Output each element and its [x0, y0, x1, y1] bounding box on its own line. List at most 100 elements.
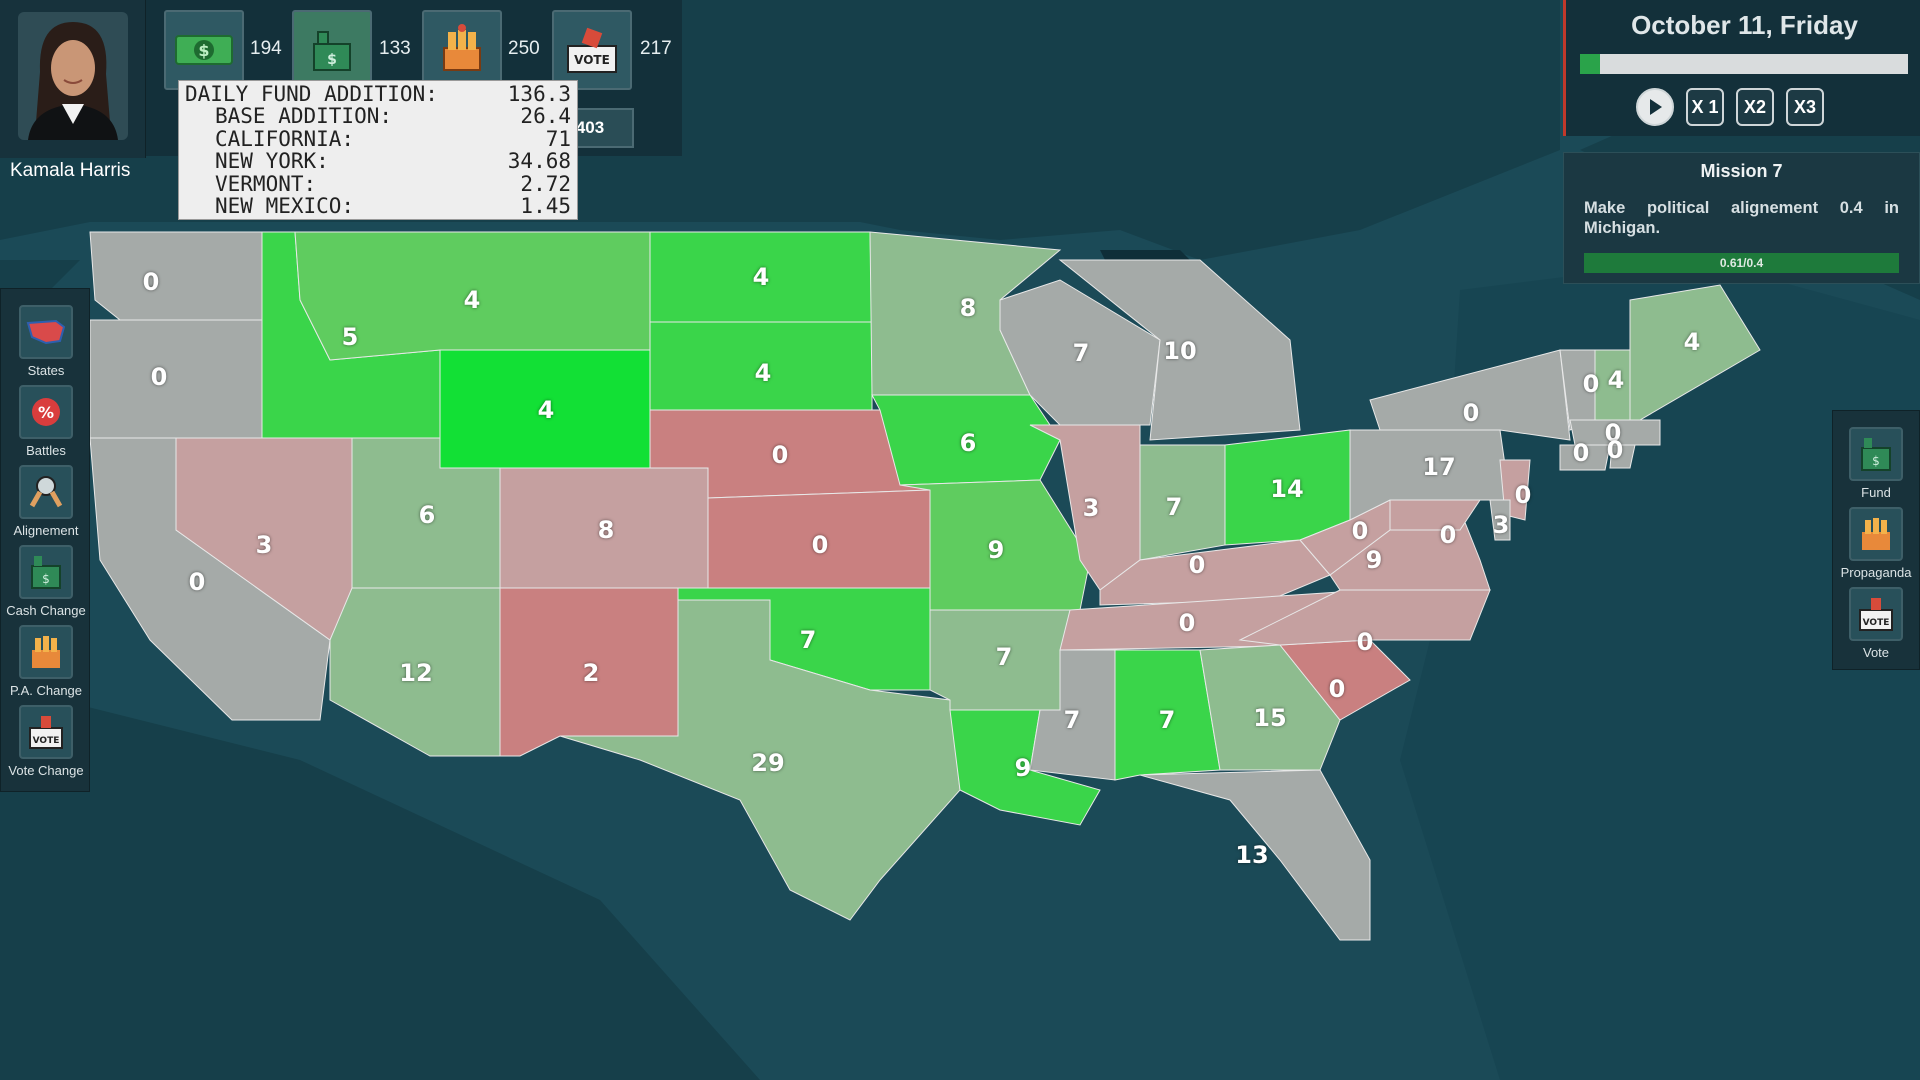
- state-label-AR[interactable]: 7: [995, 643, 1013, 671]
- candidate-name: Kamala Harris: [10, 160, 131, 181]
- state-label-NV[interactable]: 3: [255, 531, 273, 559]
- vote-box-icon: VOTE: [567, 27, 617, 73]
- state-label-AL[interactable]: 7: [1158, 706, 1176, 734]
- state-label-CA[interactable]: 0: [188, 568, 206, 596]
- mission-panel: Mission 7 Make political alignement 0.4 …: [1563, 152, 1920, 284]
- tooltip-value: 1.45: [520, 194, 571, 219]
- state-label-RI[interactable]: 0: [1606, 436, 1624, 464]
- money-button[interactable]: $: [164, 10, 244, 90]
- state-label-CO[interactable]: 8: [597, 516, 615, 544]
- state-label-OR[interactable]: 0: [150, 363, 168, 391]
- fund-button[interactable]: $: [292, 10, 372, 90]
- state-label-ID[interactable]: 5: [341, 323, 359, 351]
- state-label-WI[interactable]: 7: [1072, 339, 1090, 367]
- propaganda-fist-icon: [443, 24, 481, 71]
- state-label-VA[interactable]: 9: [1365, 546, 1383, 574]
- tooltip-value: 2.72: [520, 171, 571, 196]
- state-label-IA[interactable]: 6: [959, 429, 977, 457]
- day-progress-fill: [1580, 54, 1600, 74]
- state-label-CT[interactable]: 0: [1572, 439, 1590, 467]
- state-label-NC[interactable]: 0: [1356, 628, 1374, 656]
- scales-icon: [19, 465, 73, 519]
- left-toolbar: States % Battles Alignement $ Cash Chang…: [0, 288, 90, 792]
- svg-text:$: $: [42, 572, 50, 586]
- state-label-TX[interactable]: 29: [751, 749, 785, 777]
- state-label-NY[interactable]: 0: [1462, 399, 1480, 427]
- tooltip-label: BASE ADDITION:: [215, 104, 393, 129]
- secondary-counter-value: 403: [575, 118, 605, 137]
- state-label-SD[interactable]: 4: [754, 359, 772, 387]
- action-fund[interactable]: $ Fund: [1832, 427, 1920, 500]
- state-label-FL[interactable]: 13: [1235, 841, 1269, 869]
- state-label-MO[interactable]: 9: [987, 536, 1005, 564]
- state-label-IL[interactable]: 3: [1082, 494, 1100, 522]
- state-label-LA[interactable]: 9: [1014, 754, 1032, 782]
- state-label-PA[interactable]: 17: [1422, 453, 1456, 481]
- state-label-KY[interactable]: 0: [1188, 551, 1206, 579]
- speed-x1-button[interactable]: X 1: [1686, 88, 1724, 126]
- state-label-VT[interactable]: 0: [1582, 370, 1600, 398]
- state-MI: [1058, 259, 1301, 441]
- state-label-ME[interactable]: 4: [1683, 328, 1701, 356]
- state-label-OK[interactable]: 7: [799, 626, 817, 654]
- state-label-MI[interactable]: 10: [1163, 337, 1197, 365]
- state-label-NJ[interactable]: 0: [1514, 481, 1532, 509]
- state-label-WV[interactable]: 0: [1351, 517, 1369, 545]
- state-label-MD[interactable]: 0: [1439, 521, 1457, 549]
- propaganda-button[interactable]: [422, 10, 502, 90]
- mission-title: Mission 7: [1700, 161, 1783, 181]
- tool-alignement[interactable]: Alignement: [1, 465, 91, 538]
- state-CT: [1559, 444, 1611, 471]
- state-DE: [1489, 499, 1511, 541]
- state-TX: [559, 599, 961, 921]
- tool-states[interactable]: States: [1, 305, 91, 378]
- mission-progress: 0.61/0.4: [1584, 253, 1899, 273]
- tool-vote-change[interactable]: VOTE Vote Change: [1, 705, 91, 778]
- tool-pa-change[interactable]: P.A. Change: [1, 625, 91, 698]
- svg-text:%: %: [38, 403, 54, 422]
- state-label-MN[interactable]: 8: [959, 294, 977, 322]
- state-label-UT[interactable]: 6: [418, 501, 436, 529]
- tool-label: Vote Change: [8, 763, 84, 778]
- action-propaganda[interactable]: Propaganda: [1832, 507, 1920, 580]
- state-label-MA[interactable]: 0: [1604, 419, 1622, 447]
- vote-button[interactable]: VOTE: [552, 10, 632, 90]
- state-label-NE[interactable]: 0: [771, 441, 789, 469]
- state-label-TN[interactable]: 0: [1178, 609, 1196, 637]
- svg-text:VOTE: VOTE: [33, 736, 60, 746]
- svg-text:$: $: [1872, 454, 1880, 468]
- state-label-ND[interactable]: 4: [752, 263, 770, 291]
- state-label-MT[interactable]: 4: [463, 286, 481, 314]
- state-label-DE[interactable]: 3: [1492, 511, 1510, 539]
- tool-label: Vote: [1862, 645, 1890, 660]
- state-label-WY[interactable]: 4: [537, 396, 555, 424]
- state-label-OH[interactable]: 14: [1270, 475, 1304, 503]
- tooltip-row: CALIFORNIA: 71: [185, 127, 571, 150]
- state-label-MS[interactable]: 7: [1063, 706, 1081, 734]
- action-vote[interactable]: VOTE Vote: [1832, 587, 1920, 660]
- mission-description: Make political alignement 0.4 in Michiga…: [1584, 199, 1899, 237]
- state-label-IN[interactable]: 7: [1165, 493, 1183, 521]
- state-AL: [1114, 649, 1221, 781]
- state-label-KS[interactable]: 0: [811, 531, 829, 559]
- state-label-NH[interactable]: 4: [1607, 366, 1625, 394]
- state-label-WA[interactable]: 0: [142, 268, 160, 296]
- tool-label: Propaganda: [1840, 565, 1912, 580]
- state-MA: [1569, 419, 1661, 446]
- tool-cash-change[interactable]: $ Cash Change: [1, 545, 91, 618]
- propaganda-fist-icon: [1849, 507, 1903, 561]
- fund-building-icon: $: [19, 545, 73, 599]
- state-label-NM[interactable]: 2: [582, 659, 600, 687]
- speed-x2-button[interactable]: X2: [1736, 88, 1774, 126]
- play-button[interactable]: [1636, 88, 1674, 126]
- date-label: October 11, Friday: [1631, 10, 1858, 40]
- state-label-GA[interactable]: 15: [1253, 704, 1287, 732]
- candidate-panel: [0, 0, 146, 158]
- state-label-AZ[interactable]: 12: [399, 659, 433, 687]
- tool-battles[interactable]: % Battles: [1, 385, 91, 458]
- tooltip-value: 136.3: [507, 82, 571, 106]
- speed-x3-button[interactable]: X3: [1786, 88, 1824, 126]
- state-label-SC[interactable]: 0: [1328, 675, 1346, 703]
- tool-label: Alignement: [13, 523, 79, 538]
- fund-building-icon: $: [313, 31, 351, 71]
